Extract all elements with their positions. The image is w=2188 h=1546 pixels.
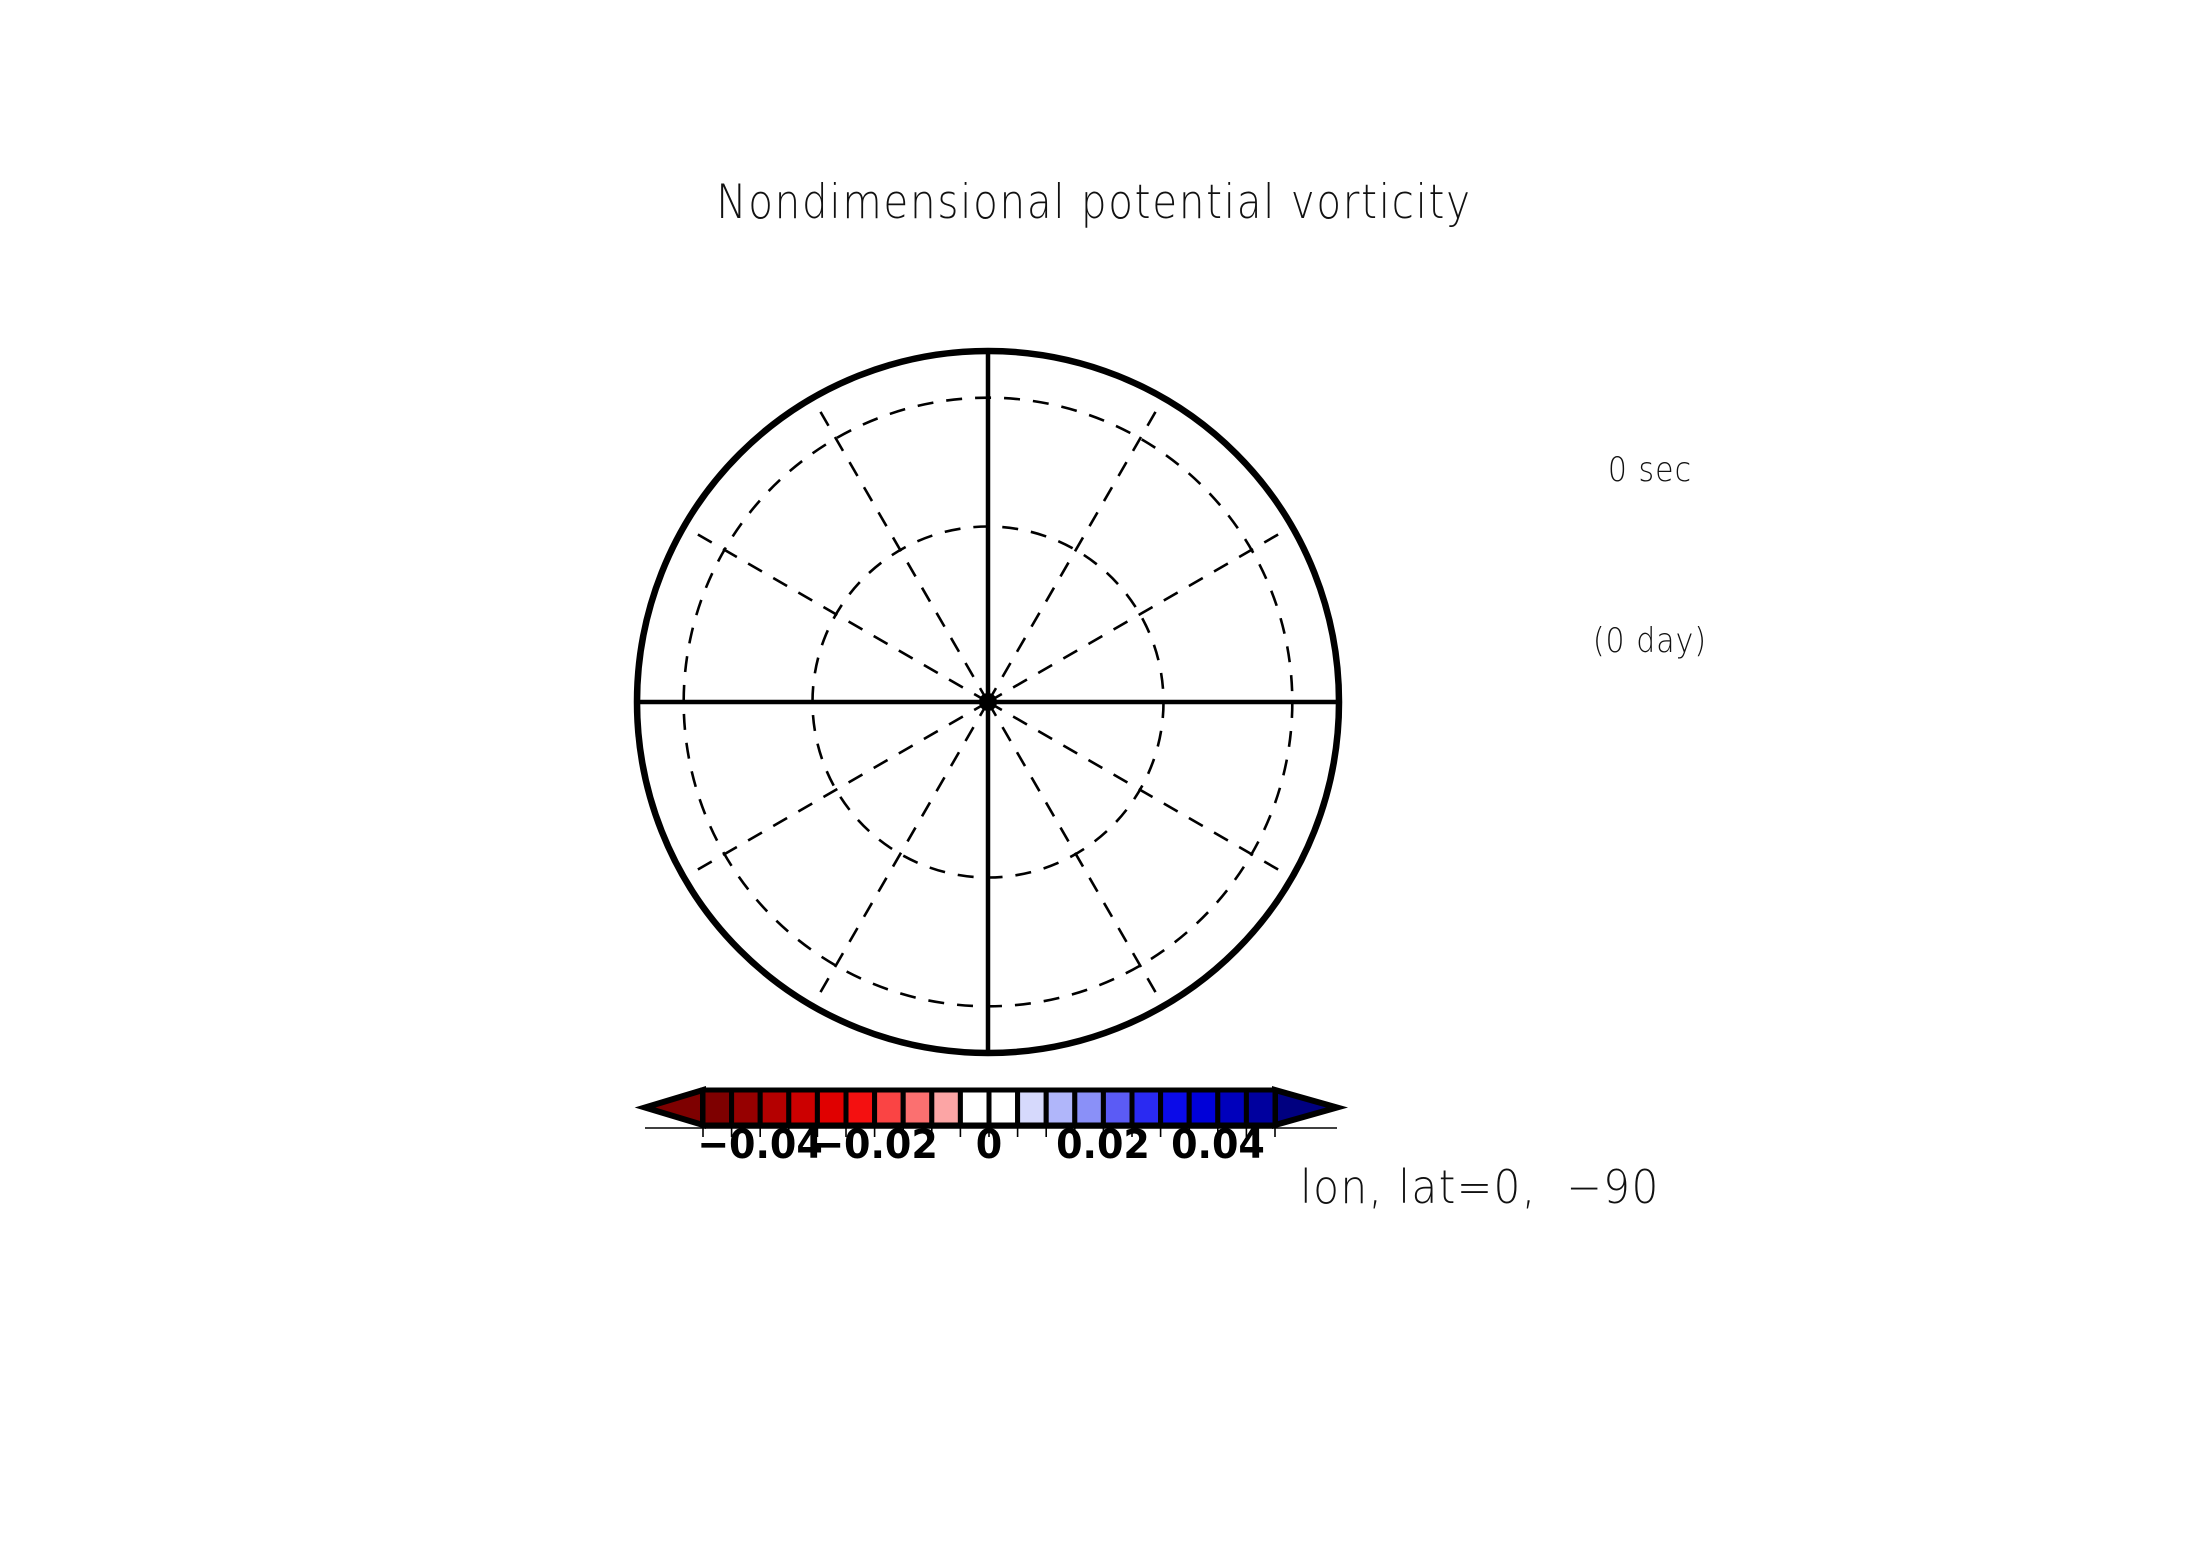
colorbar-tick-label-0: −0.04 xyxy=(697,1122,823,1168)
colorbar-cell-5 xyxy=(843,1087,878,1128)
pole-marker xyxy=(979,693,997,711)
colorbar-cap-over xyxy=(1272,1086,1349,1129)
meridian-dashed-300 xyxy=(683,525,989,704)
colorbar-cell-19 xyxy=(1243,1087,1278,1128)
colorbar-tick-label-2: 0 xyxy=(975,1122,1003,1168)
map-graticule xyxy=(633,347,1343,1057)
colorbar-tick-label-4: 0.04 xyxy=(1170,1122,1265,1168)
colorbar-cell-11 xyxy=(1015,1087,1049,1128)
colorbar-cell-10 xyxy=(986,1087,1021,1128)
time-annotation: 0 sec (0 day) xyxy=(1518,328,1782,784)
colorbar-cells xyxy=(634,1085,1349,1137)
colorbar-cell-18 xyxy=(1215,1087,1249,1128)
meridian-dashed-330 xyxy=(811,397,990,703)
colorbar-cell-17 xyxy=(1186,1087,1221,1128)
projection-label: lon, lat=0, −90 xyxy=(1300,1160,1660,1214)
page-title: Nondimensional potential vorticity xyxy=(716,175,1472,230)
colorbar-cell-7 xyxy=(900,1087,935,1128)
colorbar-tick-label-3: 0.02 xyxy=(1056,1122,1151,1168)
colorbar-tick-labels: −0.04 −0.02 0 0.02 0.04 xyxy=(0,1122,2188,1182)
colorbar-cell-12 xyxy=(1043,1087,1078,1128)
colorbar-cell-0 xyxy=(700,1087,735,1128)
meridian-dashed-120 xyxy=(987,700,1293,879)
colorbar-cell-6 xyxy=(872,1087,906,1128)
meridian-dashed-240 xyxy=(683,700,989,879)
colorbar-cell-3 xyxy=(786,1087,820,1128)
meridian-dashed-150 xyxy=(986,701,1165,1007)
colorbar-cell-1 xyxy=(729,1087,763,1128)
meridian-dashed-30 xyxy=(986,397,1165,703)
colorbar-cap-under xyxy=(634,1085,706,1130)
colorbar-cell-8 xyxy=(929,1087,963,1128)
colorbar-cell-15 xyxy=(1129,1087,1164,1128)
colorbar-cell-14 xyxy=(1100,1087,1135,1128)
time-seconds-label: 0 sec xyxy=(1607,450,1693,490)
colorbar-tick-label-1: −0.02 xyxy=(811,1122,938,1168)
colorbar-cell-9 xyxy=(957,1087,992,1128)
colorbar-cell-13 xyxy=(1072,1087,1106,1128)
colorbar-cell-4 xyxy=(814,1087,849,1128)
time-days-label: (0 day) xyxy=(1592,621,1708,661)
map-outer-boundary xyxy=(633,347,1343,1057)
colorbar-cell-16 xyxy=(1158,1087,1192,1128)
meridian-dashed-210 xyxy=(811,701,990,1007)
colorbar-cell-2 xyxy=(757,1087,792,1128)
meridian-dashed-60 xyxy=(987,525,1293,704)
